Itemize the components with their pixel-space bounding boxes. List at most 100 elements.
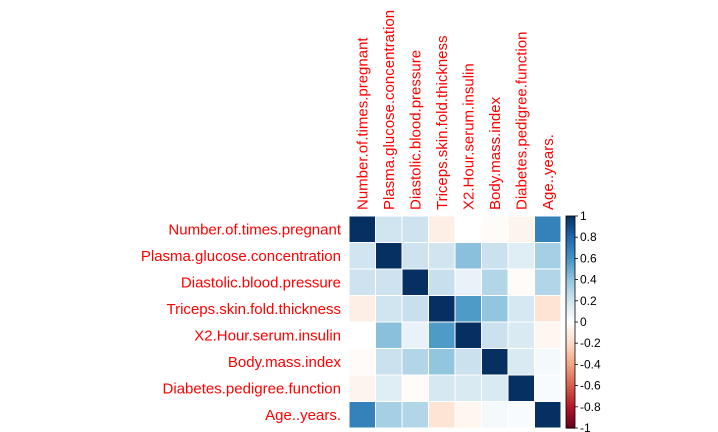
heatmap-cell bbox=[534, 401, 561, 428]
heatmap-cell bbox=[481, 295, 508, 322]
legend-tick-label: 0 bbox=[580, 315, 587, 329]
legend-swatch bbox=[566, 313, 575, 317]
heatmap-cell bbox=[481, 375, 508, 402]
legend-swatch bbox=[566, 271, 575, 274]
legend-swatch bbox=[566, 324, 575, 327]
heatmap-cell bbox=[428, 348, 455, 375]
legend-swatch bbox=[566, 243, 575, 247]
legend-swatch bbox=[566, 402, 575, 406]
heatmap-cell bbox=[375, 401, 402, 428]
legend-tick-label: 0.6 bbox=[580, 251, 597, 265]
heatmap-cell bbox=[534, 322, 561, 349]
heatmap-cell bbox=[402, 295, 429, 322]
heatmap-cell bbox=[375, 295, 402, 322]
heatmap-cell bbox=[481, 348, 508, 375]
legend-tick-label: -0.8 bbox=[580, 400, 601, 414]
legend-swatch bbox=[566, 413, 575, 416]
legend-swatch bbox=[566, 260, 575, 264]
legend-swatch bbox=[566, 317, 575, 321]
legend-swatch bbox=[566, 353, 575, 357]
legend-swatch bbox=[566, 425, 575, 429]
legend-swatch bbox=[566, 406, 575, 410]
legend-swatch bbox=[566, 235, 575, 238]
legend-swatch bbox=[566, 396, 575, 399]
legend-swatch bbox=[566, 322, 575, 325]
heatmap-cell bbox=[349, 401, 376, 428]
legend-swatch bbox=[566, 283, 575, 287]
legend-swatch bbox=[566, 232, 575, 236]
heatmap-cell bbox=[455, 242, 482, 269]
legend-swatch bbox=[566, 224, 575, 228]
color-legend: 1 0.8 0.6 0.4 0.2 0 -0.2 -0.4 -0.6 -0.8 -1 bbox=[565, 209, 601, 432]
row-label: Body.mass.index bbox=[228, 354, 342, 371]
heatmap-cell bbox=[455, 401, 482, 428]
legend-swatch bbox=[566, 370, 575, 374]
legend-swatch bbox=[566, 419, 575, 423]
legend-swatch bbox=[566, 360, 575, 363]
legend-swatch bbox=[566, 256, 575, 259]
legend-swatch bbox=[566, 385, 575, 389]
legend-swatch bbox=[566, 372, 575, 376]
legend-swatch bbox=[566, 408, 575, 412]
column-label: X2.Hour.serum.insulin bbox=[460, 63, 477, 210]
column-label: Body.mass.index bbox=[487, 96, 504, 210]
legend-swatch bbox=[566, 387, 575, 391]
legend-swatch bbox=[566, 279, 575, 283]
heatmap-cell bbox=[428, 216, 455, 243]
legend-swatch bbox=[566, 302, 575, 306]
legend-swatch bbox=[566, 226, 575, 230]
legend-swatch bbox=[566, 368, 575, 372]
heatmap-cell bbox=[402, 401, 429, 428]
heatmap-cell bbox=[534, 348, 561, 375]
heatmap-cell bbox=[428, 401, 455, 428]
heatmap-cell bbox=[349, 348, 376, 375]
legend-swatch bbox=[566, 292, 575, 296]
row-label: Number.of.times.pregnant bbox=[168, 221, 341, 238]
heatmap-cell bbox=[534, 295, 561, 322]
legend-tick-label: -0.4 bbox=[580, 357, 601, 371]
row-label: Diastolic.blood.pressure bbox=[181, 274, 341, 291]
heatmap-cell bbox=[349, 216, 376, 243]
legend-swatch bbox=[566, 241, 575, 245]
legend-swatch bbox=[566, 404, 575, 408]
legend-swatch bbox=[566, 218, 575, 221]
legend-swatch bbox=[566, 319, 575, 323]
heatmap-cell bbox=[455, 269, 482, 296]
legend-swatch bbox=[566, 421, 575, 425]
heatmap-cell bbox=[534, 269, 561, 296]
heatmap-cell bbox=[402, 375, 429, 402]
legend-swatch bbox=[566, 228, 575, 232]
legend-swatch bbox=[566, 362, 575, 365]
legend-swatch bbox=[566, 423, 575, 427]
heatmap-cell bbox=[375, 242, 402, 269]
legend-swatch bbox=[566, 249, 575, 253]
legend-swatch bbox=[566, 285, 575, 289]
heatmap-cell bbox=[402, 216, 429, 243]
legend-swatch bbox=[566, 262, 575, 266]
legend-swatch bbox=[566, 245, 575, 249]
heatmap-cell bbox=[481, 216, 508, 243]
legend-swatch bbox=[566, 269, 575, 272]
row-label: X2.Hour.serum.insulin bbox=[194, 327, 341, 344]
heatmap-cell bbox=[508, 348, 535, 375]
legend-swatch bbox=[566, 273, 575, 276]
legend-swatch bbox=[566, 266, 575, 270]
heatmap-cell bbox=[349, 375, 376, 402]
legend-swatch bbox=[566, 338, 575, 342]
heatmap-cell bbox=[481, 401, 508, 428]
legend-swatch bbox=[566, 394, 575, 397]
legend-swatch bbox=[566, 237, 575, 240]
column-labels: Number.of.times.pregnant Plasma.glucose.c… bbox=[354, 10, 557, 210]
legend-swatch bbox=[566, 288, 575, 291]
legend-swatch bbox=[566, 326, 575, 329]
column-label: Age..years. bbox=[540, 134, 557, 210]
heatmap-cell bbox=[508, 322, 535, 349]
legend-swatch bbox=[566, 349, 575, 353]
row-labels: Number.of.times.pregnant Plasma.glucose.c… bbox=[141, 221, 342, 424]
legend-swatch bbox=[566, 358, 575, 361]
heatmap-cell bbox=[428, 322, 455, 349]
heatmap-cell bbox=[349, 322, 376, 349]
legend-tick-label: 1 bbox=[580, 209, 587, 223]
legend-swatch bbox=[566, 381, 575, 385]
column-label: Triceps.skin.fold.thickness bbox=[434, 35, 451, 210]
